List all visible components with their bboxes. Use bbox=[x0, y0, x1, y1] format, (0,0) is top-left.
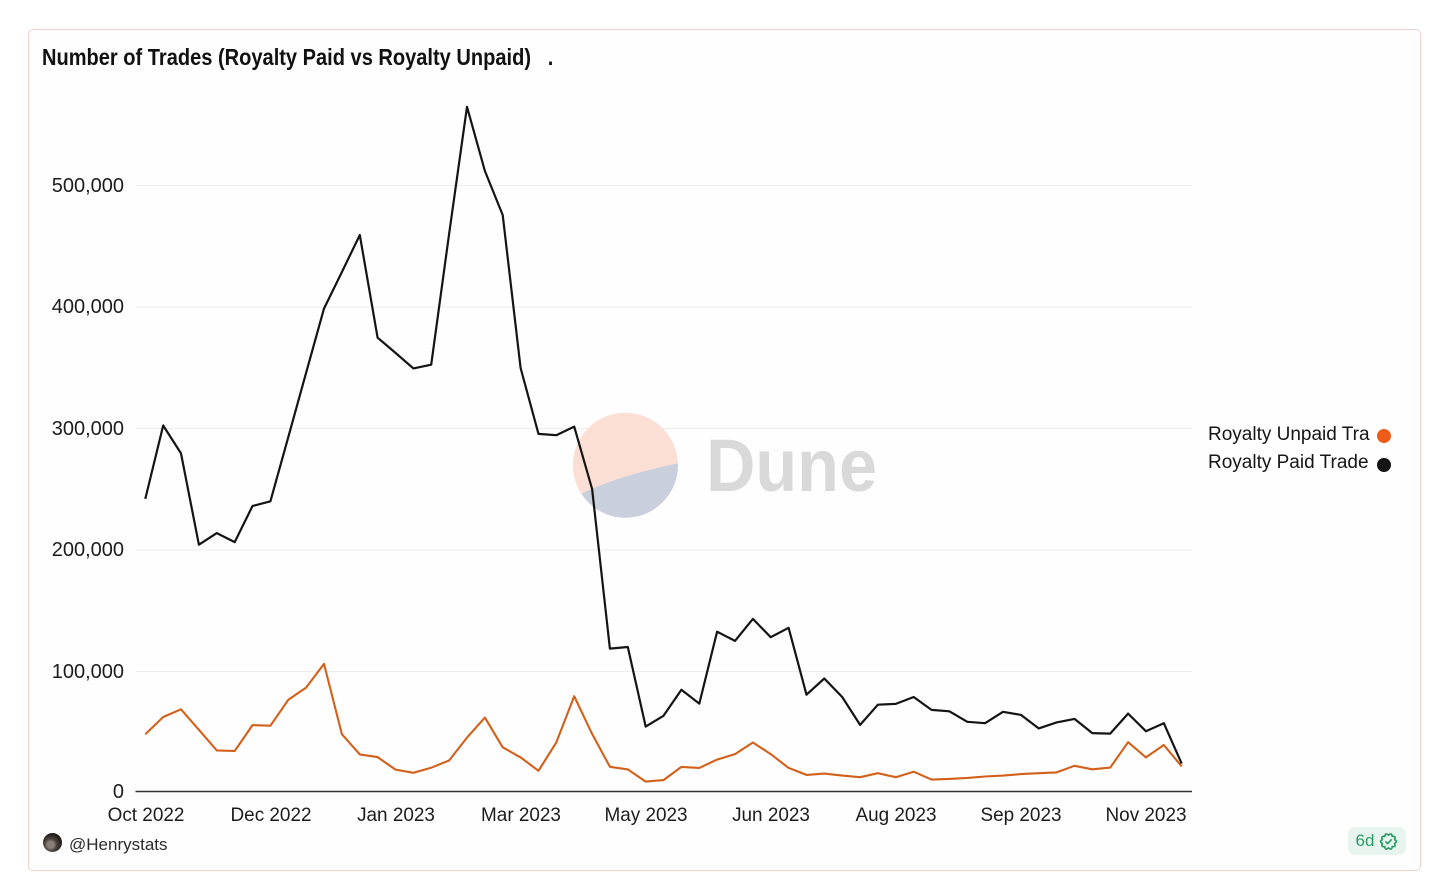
svg-text:Dune: Dune bbox=[706, 424, 877, 507]
